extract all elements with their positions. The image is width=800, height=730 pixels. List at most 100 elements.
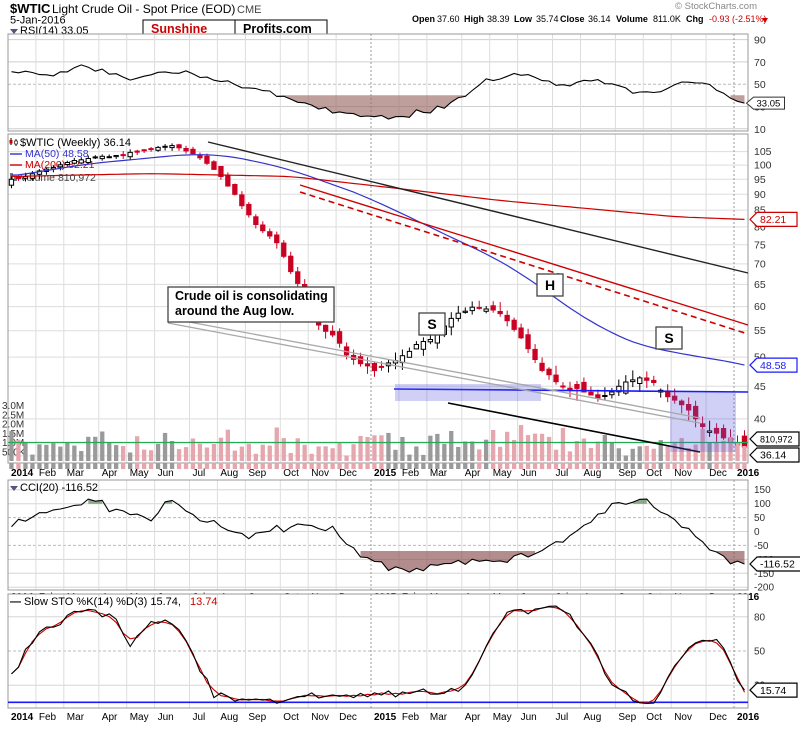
svg-text:Oct: Oct xyxy=(283,712,299,723)
svg-text:Nov: Nov xyxy=(311,712,329,723)
svg-text:2015: 2015 xyxy=(374,712,397,723)
svg-text:S: S xyxy=(427,316,436,332)
svg-text:Aug: Aug xyxy=(584,712,602,723)
svg-text:0: 0 xyxy=(754,527,760,538)
svg-text:10: 10 xyxy=(754,124,766,136)
svg-text:50: 50 xyxy=(754,513,766,524)
svg-text:Aug: Aug xyxy=(220,712,238,723)
svg-text:60: 60 xyxy=(754,301,766,313)
svg-text:48.58: 48.58 xyxy=(760,360,786,372)
svg-text:80: 80 xyxy=(754,612,766,623)
svg-text:Feb: Feb xyxy=(402,468,420,479)
svg-text:Nov: Nov xyxy=(674,712,692,723)
svg-text:May: May xyxy=(130,712,149,723)
svg-text:40: 40 xyxy=(754,413,766,425)
svg-text:Low: Low xyxy=(514,14,533,24)
svg-text:50: 50 xyxy=(754,79,766,91)
svg-text:Apr: Apr xyxy=(102,468,118,479)
svg-text:90: 90 xyxy=(754,189,766,201)
svg-text:82.21: 82.21 xyxy=(760,214,786,226)
svg-text:Sep: Sep xyxy=(248,712,266,723)
svg-text:Volume: Volume xyxy=(616,14,648,24)
svg-text:-0.93 (-2.51%): -0.93 (-2.51%) xyxy=(709,14,767,24)
svg-text:37.60: 37.60 xyxy=(437,14,460,24)
svg-text:Crude oil is consolidating: Crude oil is consolidating xyxy=(175,289,328,303)
svg-text:45: 45 xyxy=(754,381,766,393)
svg-text:Jun: Jun xyxy=(158,712,174,723)
svg-text:Feb: Feb xyxy=(39,712,57,723)
svg-text:2015: 2015 xyxy=(374,468,397,479)
svg-text:Oct: Oct xyxy=(283,468,299,479)
svg-text:75: 75 xyxy=(754,239,766,251)
svg-text:© StockCharts.com: © StockCharts.com xyxy=(675,1,757,12)
svg-text:May: May xyxy=(493,468,512,479)
svg-text:-116.52: -116.52 xyxy=(760,559,795,571)
svg-text:33.05: 33.05 xyxy=(757,99,781,110)
svg-text:Aug: Aug xyxy=(220,468,238,479)
svg-text:811.0K: 811.0K xyxy=(653,14,681,24)
svg-text:Sep: Sep xyxy=(248,468,266,479)
svg-text:Jun: Jun xyxy=(521,712,537,723)
svg-text:Light Crude Oil - Spot Price (: Light Crude Oil - Spot Price (EOD) xyxy=(52,2,235,16)
svg-text:Feb: Feb xyxy=(402,712,420,723)
svg-text:Apr: Apr xyxy=(102,712,118,723)
svg-text:Dec: Dec xyxy=(709,468,727,479)
svg-text:55: 55 xyxy=(754,325,766,337)
svg-text:100: 100 xyxy=(754,160,772,172)
svg-text:810,972: 810,972 xyxy=(760,435,793,445)
svg-text:CCI(20) -116.52: CCI(20) -116.52 xyxy=(20,482,98,494)
svg-text:Apr: Apr xyxy=(465,468,481,479)
svg-text:Dec: Dec xyxy=(339,468,357,479)
svg-text:Jul: Jul xyxy=(193,468,206,479)
svg-text:36.14: 36.14 xyxy=(760,450,786,462)
svg-text:Dec: Dec xyxy=(709,712,727,723)
svg-text:Jul: Jul xyxy=(193,712,206,723)
svg-text:2016: 2016 xyxy=(737,468,760,479)
svg-text:Jun: Jun xyxy=(158,468,174,479)
svg-text:65: 65 xyxy=(754,279,766,291)
svg-text:H: H xyxy=(545,277,555,293)
svg-text:70: 70 xyxy=(754,57,766,69)
svg-text:Mar: Mar xyxy=(67,712,85,723)
svg-text:May: May xyxy=(130,468,149,479)
svg-text:Nov: Nov xyxy=(311,468,329,479)
svg-text:38.39: 38.39 xyxy=(487,14,510,24)
svg-text:13.74: 13.74 xyxy=(190,596,218,608)
svg-text:S: S xyxy=(664,330,673,346)
svg-text:Oct: Oct xyxy=(646,468,662,479)
svg-text:Jul: Jul xyxy=(556,712,569,723)
svg-text:2016: 2016 xyxy=(737,712,760,723)
svg-text:Jul: Jul xyxy=(556,468,569,479)
svg-text:70: 70 xyxy=(754,258,766,270)
svg-text:15.74: 15.74 xyxy=(760,685,786,697)
svg-text:2014: 2014 xyxy=(11,712,34,723)
svg-text:around the Aug low.: around the Aug low. xyxy=(175,304,294,318)
svg-text:Feb: Feb xyxy=(39,468,57,479)
svg-text:May: May xyxy=(493,712,512,723)
svg-text:Mar: Mar xyxy=(430,468,448,479)
svg-text:95: 95 xyxy=(754,174,766,186)
svg-text:2014: 2014 xyxy=(11,468,34,479)
svg-text:150: 150 xyxy=(754,485,771,496)
svg-text:Apr: Apr xyxy=(465,712,481,723)
svg-text:36.14: 36.14 xyxy=(588,14,611,24)
svg-text:Jun: Jun xyxy=(521,468,537,479)
svg-text:CME: CME xyxy=(237,4,261,16)
svg-text:Mar: Mar xyxy=(67,468,85,479)
svg-text:High: High xyxy=(464,14,484,24)
svg-text:35.74: 35.74 xyxy=(536,14,559,24)
svg-text:Sep: Sep xyxy=(618,712,636,723)
svg-text:Dec: Dec xyxy=(339,712,357,723)
svg-text:90: 90 xyxy=(754,35,766,47)
svg-text:Oct: Oct xyxy=(646,712,662,723)
svg-text:500K: 500K xyxy=(2,447,26,458)
svg-text:105: 105 xyxy=(754,146,772,158)
svg-text:-50: -50 xyxy=(754,541,769,552)
svg-text:Sep: Sep xyxy=(618,468,636,479)
svg-text:Chg: Chg xyxy=(686,14,704,24)
svg-text:— Slow STO %K(14) %D(3) 15.74,: — Slow STO %K(14) %D(3) 15.74, xyxy=(10,596,181,608)
svg-text:Close: Close xyxy=(560,14,585,24)
svg-text:Mar: Mar xyxy=(430,712,448,723)
svg-text:Nov: Nov xyxy=(674,468,692,479)
svg-text:Open: Open xyxy=(412,14,435,24)
